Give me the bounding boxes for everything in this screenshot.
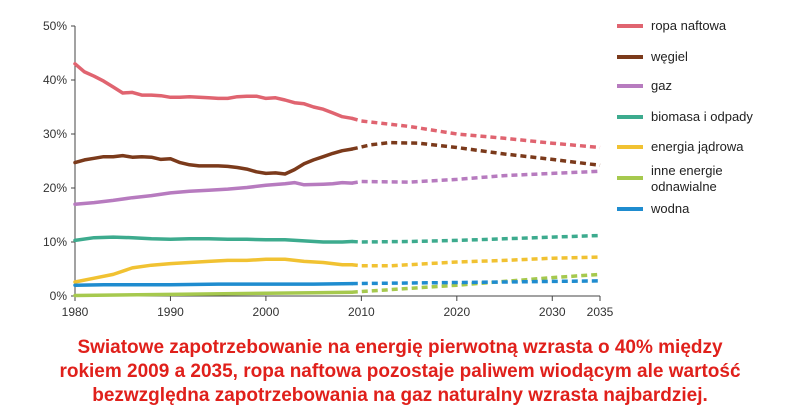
- series-3-projection-line: [351, 233, 601, 244]
- y-tick-label: 0%: [50, 289, 68, 303]
- series-3-historical-line: [73, 235, 354, 244]
- y-tick-label: 50%: [43, 19, 67, 33]
- series-1-projection-line: [351, 140, 601, 168]
- series-2-historical-line: [73, 180, 354, 206]
- series-0-projection-line: [351, 116, 601, 150]
- energy-demand-chart: 0% 10% 20% 30% 40% 50% 1980 1990 2000 2010 2020 203…: [43, 18, 753, 319]
- series-2-projection-line: [351, 169, 601, 185]
- x-tick-label: 1980: [62, 305, 89, 319]
- x-tick-label: 1990: [157, 305, 184, 319]
- y-tick-label: 40%: [43, 73, 67, 87]
- series-6-historical-line: [73, 281, 354, 287]
- caption-line-2: rokiem 2009 a 2035, ropa naftowa pozosta…: [59, 361, 741, 382]
- series-4-historical-line: [73, 257, 354, 284]
- y-tick-label: 30%: [43, 127, 67, 141]
- caption-line-3: bezwzględna zapotrzebowania na gaz natur…: [92, 385, 708, 406]
- series-5-historical-line: [73, 290, 354, 298]
- x-tick-label: 2000: [253, 305, 280, 319]
- chart-axes: 0% 10% 20% 30% 40% 50% 1980 1990 2000 2010 2020 203…: [43, 19, 614, 319]
- x-tick-label: 2030: [539, 305, 566, 319]
- legend-label: energia jądrowa: [651, 139, 744, 154]
- y-tick-label: 10%: [43, 235, 67, 249]
- x-tick-label: 2010: [348, 305, 375, 319]
- chart-series-lines: [73, 62, 601, 298]
- legend-label: wodna: [650, 201, 690, 216]
- series-1-historical-line: [73, 147, 354, 176]
- legend-label: biomasa i odpady: [651, 109, 753, 124]
- y-tick-label: 20%: [43, 181, 67, 195]
- legend-label: gaz: [651, 78, 672, 93]
- chart-caption: Swiatowe zapotrzebowanie na energię pier…: [0, 336, 800, 408]
- legend-label: węgiel: [650, 49, 688, 64]
- chart-legend: ropa naftowa węgiel gaz biomasa i odpady ene…: [617, 18, 753, 216]
- x-tick-label: 2035: [587, 305, 614, 319]
- x-tick-label: 2020: [443, 305, 470, 319]
- legend-label: inne energie: [651, 163, 723, 178]
- caption-line-1: Swiatowe zapotrzebowanie na energię pier…: [77, 337, 723, 358]
- series-4-projection-line: [351, 255, 601, 268]
- legend-label-continued: odnawialne: [651, 179, 717, 194]
- series-0-historical-line: [73, 62, 354, 121]
- series-6-projection-line: [351, 279, 601, 286]
- legend-label: ropa naftowa: [651, 18, 727, 33]
